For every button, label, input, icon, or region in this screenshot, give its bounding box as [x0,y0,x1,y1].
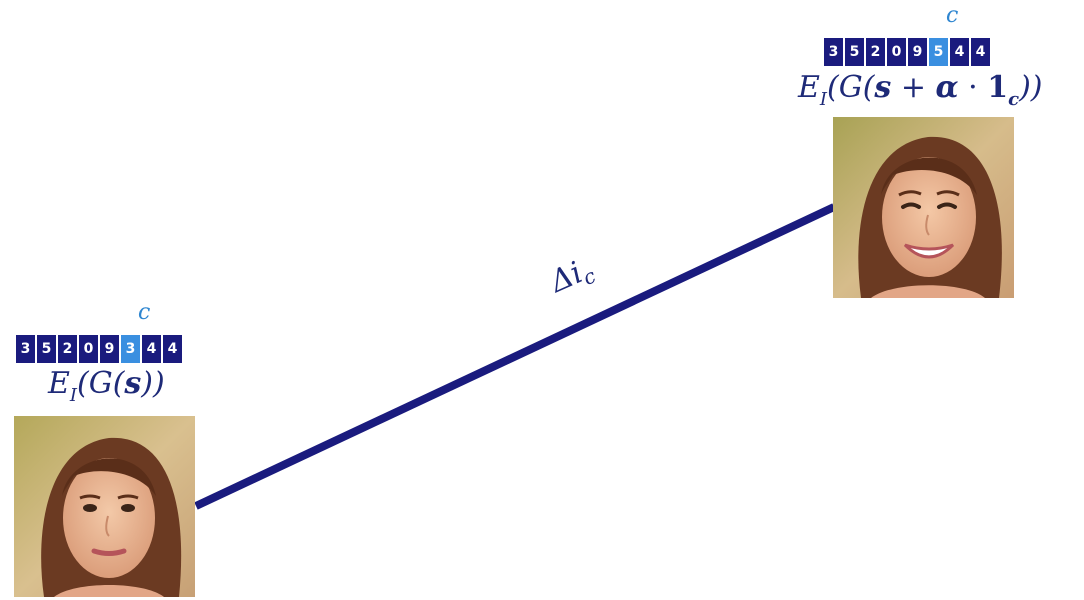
left-code-cell: 0 [79,335,98,363]
left-code-cell: 2 [58,335,77,363]
right-code-cell: 9 [908,38,927,66]
left-code-cell-highlighted: 3 [121,335,140,363]
left-channel-label: c [138,300,151,325]
right-code-cell: 2 [866,38,885,66]
right-formula: EI(G(s + α · 1c)) [798,70,1043,110]
left-code-row: 3 5 2 0 9 3 4 4 [16,335,182,363]
right-channel-label: c [946,3,959,28]
left-code-cell: 4 [142,335,161,363]
left-code-cell: 5 [37,335,56,363]
left-formula: EI(G(s)) [48,366,165,406]
right-code-row: 3 5 2 0 9 5 4 4 [824,38,990,66]
delta-connector-line [194,203,836,510]
neutral-face-image [14,416,195,597]
right-code-cell: 4 [971,38,990,66]
left-code-cell: 9 [100,335,119,363]
right-code-cell: 0 [887,38,906,66]
right-code-cell: 4 [950,38,969,66]
right-code-cell: 5 [845,38,864,66]
left-code-cell: 3 [16,335,35,363]
smiling-face-image [833,117,1014,298]
right-code-cell-highlighted: 5 [929,38,948,66]
right-code-cell: 3 [824,38,843,66]
left-code-cell: 4 [163,335,182,363]
